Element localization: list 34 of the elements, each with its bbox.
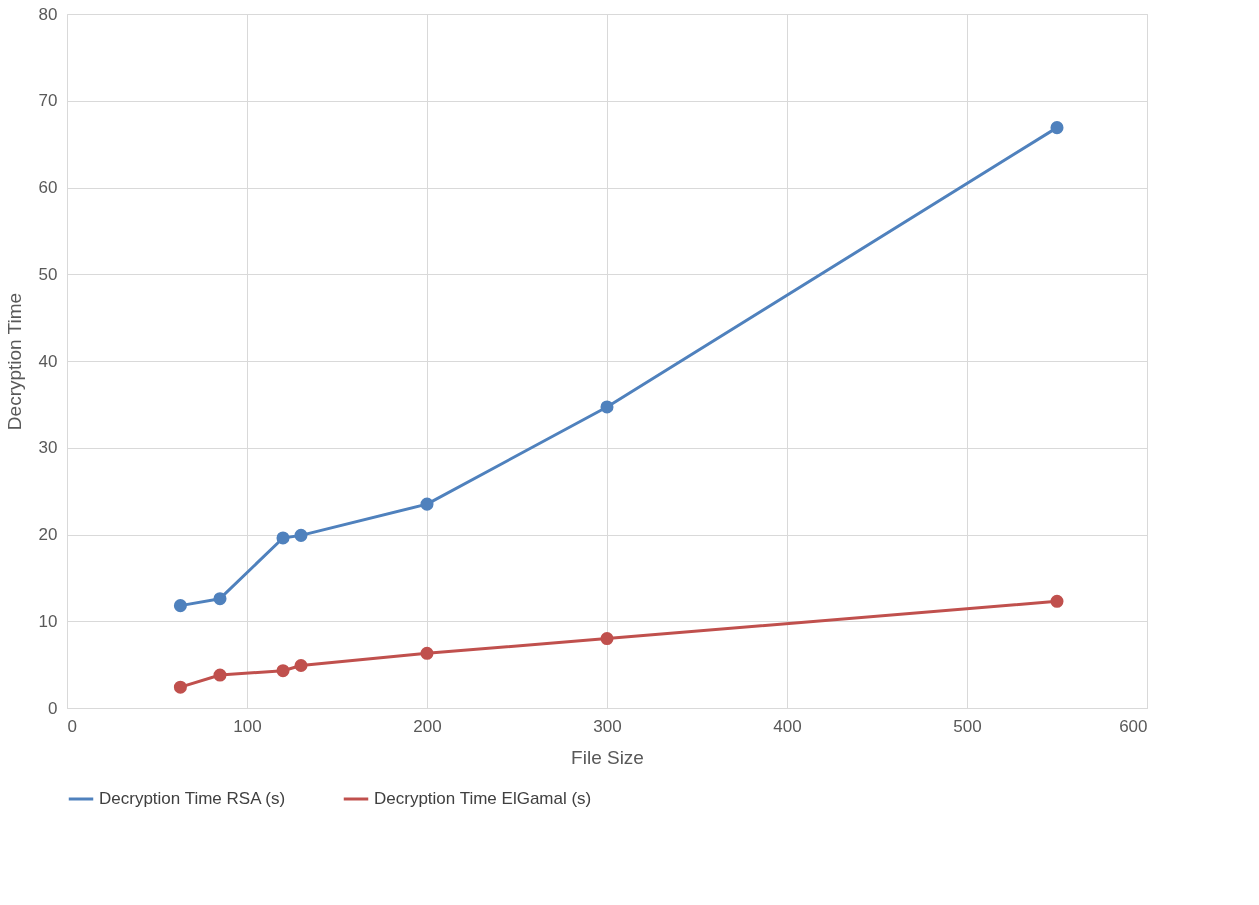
point xyxy=(420,497,434,511)
legend-label: Decryption Time RSA (s) xyxy=(99,789,286,808)
x-axis-title: File Size xyxy=(571,746,644,768)
y-tick-label: 0 xyxy=(48,698,58,718)
point xyxy=(1050,594,1064,608)
y-tick-label: 60 xyxy=(38,178,58,197)
x-tick-label: 300 xyxy=(593,716,622,736)
point xyxy=(173,599,187,613)
point xyxy=(173,680,187,694)
x-tick-label: 600 xyxy=(1119,716,1148,736)
y-axis-title: Decryption Time xyxy=(3,292,25,431)
x-tick-label: 0 xyxy=(67,716,77,736)
x-tick-label: 500 xyxy=(953,716,982,736)
y-tick-label: 10 xyxy=(38,611,58,631)
point xyxy=(276,664,290,678)
y-tick-label: 50 xyxy=(38,264,58,284)
y-tick-label: 30 xyxy=(38,438,58,458)
y-tick-label: 70 xyxy=(38,91,58,111)
x-tick-label: 100 xyxy=(233,716,262,736)
legend-label: Decryption Time ElGamal (s) xyxy=(374,789,592,808)
y-tick-label: 80 xyxy=(38,4,58,24)
point xyxy=(213,592,227,606)
x-tick-label: 200 xyxy=(413,716,442,736)
point xyxy=(294,528,308,542)
point xyxy=(600,632,614,646)
point xyxy=(600,400,614,414)
y-tick-label: 40 xyxy=(38,351,58,371)
point xyxy=(213,668,227,682)
x-tick-label: 400 xyxy=(773,716,802,736)
point xyxy=(420,646,434,660)
point xyxy=(1050,121,1064,135)
point xyxy=(276,531,290,545)
point xyxy=(294,658,308,672)
y-tick-label: 20 xyxy=(38,525,58,544)
